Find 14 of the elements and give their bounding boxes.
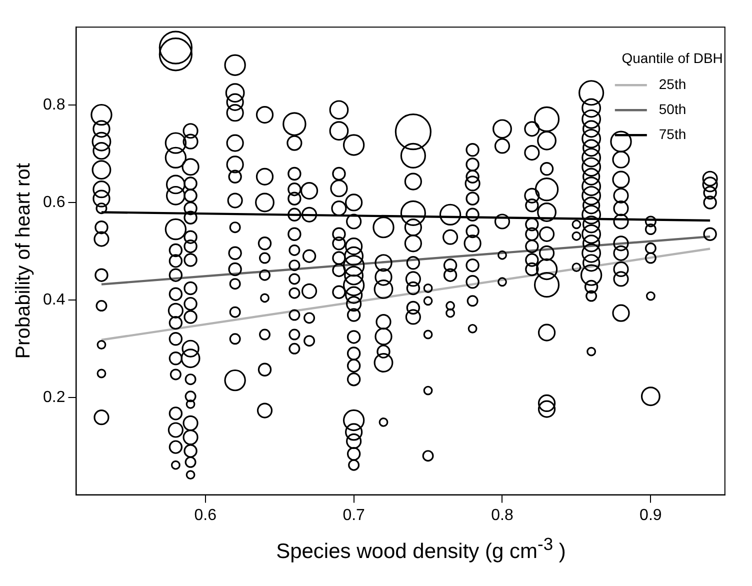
legend-label: 50th [658, 100, 686, 117]
y-tick-label: 0.2 [42, 388, 66, 406]
y-axis-title: Probability of heart rot [12, 162, 35, 359]
x-tick-label: 0.9 [640, 506, 662, 524]
x-tick-label: 0.6 [194, 506, 217, 524]
y-tick-label: 0.4 [42, 291, 66, 308]
y-tick-label: 0.8 [42, 96, 66, 114]
legend-label: 75th [658, 126, 686, 142]
legend-label: 25th [658, 76, 686, 92]
x-axis-title: Species wood density (g cm$^{-3}$ ) [275, 534, 567, 564]
y-tick-label: 0.6 [42, 194, 66, 211]
x-tick-label: 0.8 [491, 506, 514, 524]
x-tick-label: 0.7 [342, 506, 366, 524]
legend-title: Quantile of DBH [622, 50, 723, 66]
